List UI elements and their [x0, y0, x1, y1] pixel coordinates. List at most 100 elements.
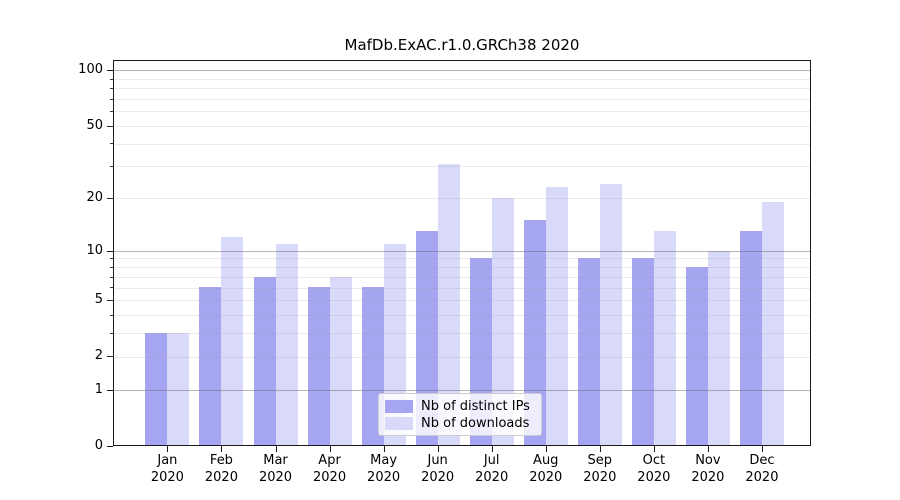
x-tick-year: 2020: [150, 469, 184, 485]
y-minor-tick-mark: [110, 356, 113, 358]
major-gridline: [113, 70, 811, 71]
x-tick-year: 2020: [204, 469, 238, 485]
minor-gridline: [113, 111, 811, 113]
x-tick-year: 2020: [313, 469, 347, 485]
y-minor-tick-mark: [110, 143, 113, 145]
x-tick-label: Oct 2020: [626, 453, 682, 486]
y-tick-label: 50: [86, 117, 103, 133]
minor-gridline: [113, 166, 811, 168]
y-tick-label: 1: [94, 381, 103, 397]
chart-title: MafDb.ExAC.r1.0.GRCh38 2020: [344, 36, 580, 54]
plot-area: Nb of distinct IPs Nb of downloads: [113, 60, 811, 446]
y-minor-tick-mark: [110, 78, 113, 80]
y-tick-label: 20: [86, 189, 103, 205]
x-tick-mark: [707, 446, 709, 452]
x-tick-mark: [761, 446, 763, 452]
x-tick-label: Sep 2020: [572, 453, 628, 486]
legend-label-downloads: Nb of downloads: [421, 415, 530, 431]
bar-distinct-ips: [739, 231, 762, 446]
bar-distinct-ips: [685, 267, 708, 446]
bar-downloads: [545, 187, 568, 446]
bar-downloads: [329, 276, 352, 446]
x-tick-year: 2020: [421, 469, 455, 485]
x-tick-year: 2020: [691, 469, 725, 485]
bar-distinct-ips: [145, 333, 168, 446]
x-tick-mark: [329, 446, 331, 452]
bar-downloads: [275, 243, 298, 446]
y-minor-tick-mark: [110, 314, 113, 316]
x-tick-label: Mar 2020: [248, 453, 304, 486]
x-tick-month: Apr: [318, 453, 341, 468]
minor-gridline: [113, 78, 811, 80]
legend: Nb of distinct IPs Nb of downloads: [378, 393, 542, 436]
bar-downloads: [491, 197, 514, 446]
y-tick-label: 2: [94, 348, 103, 364]
x-tick-year: 2020: [637, 469, 671, 485]
bar-downloads: [653, 231, 676, 446]
y-tick-mark: [107, 250, 113, 252]
y-minor-tick-mark: [110, 87, 113, 89]
y-minor-tick-mark: [110, 287, 113, 289]
x-tick-month: Feb: [209, 453, 233, 468]
bar-downloads: [761, 201, 784, 446]
x-tick-label: Aug 2020: [518, 453, 574, 486]
legend-row-downloads: Nb of downloads: [385, 415, 533, 431]
y-tick-label: 100: [78, 62, 103, 77]
x-tick-year: 2020: [475, 469, 509, 485]
x-tick-label: Apr 2020: [302, 453, 358, 486]
x-tick-label: Jan 2020: [139, 453, 195, 486]
bar-distinct-ips: [631, 258, 654, 446]
y-minor-tick-mark: [110, 258, 113, 260]
minor-gridline: [113, 98, 811, 100]
x-tick-mark: [653, 446, 655, 452]
x-tick-month: Nov: [695, 453, 721, 468]
y-minor-tick-mark: [110, 98, 113, 100]
x-tick-month: Jul: [483, 453, 500, 468]
x-tick-month: Jun: [427, 453, 448, 468]
minor-gridline: [113, 143, 811, 145]
y-tick-label: 0: [94, 438, 103, 453]
x-tick-mark: [545, 446, 547, 452]
bar-downloads: [221, 237, 244, 446]
y-tick-label: 5: [94, 292, 103, 308]
x-tick-label: Dec 2020: [734, 453, 790, 486]
x-tick-year: 2020: [529, 469, 563, 485]
y-tick-mark: [107, 70, 113, 71]
bar-downloads: [167, 333, 190, 446]
x-tick-mark: [437, 446, 439, 452]
bar-downloads: [707, 250, 730, 446]
y-minor-tick-mark: [110, 333, 113, 335]
x-tick-year: 2020: [258, 469, 293, 485]
minor-gridline: [113, 198, 811, 199]
x-tick-year: 2020: [367, 469, 401, 485]
x-tick-year: 2020: [583, 469, 617, 485]
x-tick-year: 2020: [745, 469, 779, 485]
legend-swatch-distinct-ips: [385, 399, 413, 413]
y-minor-tick-mark: [110, 276, 113, 278]
bar-distinct-ips: [415, 231, 438, 446]
x-tick-mark: [383, 446, 385, 452]
x-tick-label: Nov 2020: [680, 453, 736, 486]
x-tick-month: Mar: [263, 453, 288, 468]
y-minor-tick-mark: [110, 197, 113, 199]
x-tick-month: Dec: [749, 453, 775, 468]
x-tick-mark: [599, 446, 601, 452]
x-tick-month: Jan: [157, 453, 178, 468]
y-minor-tick-mark: [110, 111, 113, 113]
minor-gridline: [113, 258, 811, 260]
y-minor-tick-mark: [110, 125, 113, 127]
x-tick-mark: [491, 446, 493, 452]
bar-distinct-ips: [199, 287, 222, 446]
legend-swatch-downloads: [385, 416, 413, 430]
x-tick-month: May: [370, 453, 398, 468]
x-tick-label: Jun 2020: [410, 453, 466, 486]
minor-gridline: [113, 88, 811, 89]
y-minor-tick-mark: [110, 300, 113, 302]
legend-label-distinct-ips: Nb of distinct IPs: [421, 398, 530, 414]
minor-gridline: [113, 125, 811, 127]
x-tick-month: Sep: [587, 453, 613, 468]
y-minor-tick-mark: [110, 266, 113, 268]
x-tick-mark: [221, 446, 223, 452]
x-tick-month: Aug: [533, 453, 559, 468]
